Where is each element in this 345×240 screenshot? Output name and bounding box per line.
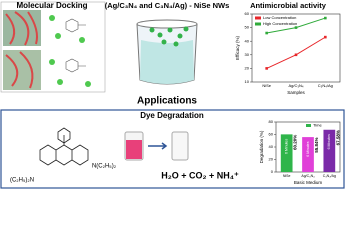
y-tick-label: 60 — [245, 11, 250, 16]
y-tick-label: 30 — [245, 52, 250, 57]
time-label: 6 Minutes — [327, 134, 331, 149]
vial-after — [171, 131, 189, 161]
chart-title: Antimicrobial activity — [250, 1, 327, 10]
x-tick-label: Ag/C₃N₄ — [288, 83, 303, 88]
y-tick-label: 20 — [245, 65, 250, 70]
point — [324, 35, 327, 39]
point — [324, 16, 327, 20]
x-axis-title: Samples — [287, 90, 305, 95]
point — [294, 53, 298, 57]
y-tick-label: 20 — [269, 157, 274, 162]
interaction-dots — [49, 15, 91, 87]
x-axis-title: Basic Medium — [294, 180, 323, 185]
value-label: 55.84% — [314, 137, 319, 152]
value-label: 60.20% — [293, 135, 298, 150]
legend-label: Low Concentration — [263, 15, 296, 20]
legend-label: High Concentration — [263, 21, 297, 26]
dye-left-group: (C₂H₅)₂N — [10, 178, 34, 184]
beaker-rim — [136, 19, 198, 29]
legend-box — [255, 16, 261, 20]
time-label: 6 Minutes — [285, 139, 289, 154]
dye-right-group: N(C₂H₅)₂ — [92, 164, 117, 170]
y-axis-title: Efficacy (%) — [235, 36, 240, 60]
time-label: 6 Minutes — [306, 141, 310, 156]
bar — [323, 129, 336, 172]
bar — [280, 134, 293, 172]
nanowire-particles — [149, 26, 189, 47]
protein-helix — [5, 11, 38, 46]
dye-solution — [126, 140, 142, 159]
y-tick-label: 0 — [271, 169, 274, 174]
graphical-abstract: Molecular Docking (Ag/C₃N₄ and C₃N₄/Ag) … — [0, 1, 345, 189]
series-line — [266, 36, 326, 69]
y-tick-label: 80 — [269, 119, 274, 124]
dye-structure — [39, 127, 89, 166]
ligand-sketch — [65, 18, 86, 73]
y-tick-label: 10 — [245, 79, 250, 84]
protein-helix — [5, 51, 34, 89]
point — [294, 26, 298, 29]
value-label: 67.58% — [335, 130, 340, 145]
material-title: (Ag/C₃N₄ and C₃N₄/Ag) - NiSe NWs — [105, 1, 230, 10]
x-tick-label: NiSe — [283, 174, 291, 178]
protein-image — [3, 10, 41, 46]
legend-box — [306, 124, 311, 127]
docking-title: Molecular Docking — [16, 1, 87, 10]
y-tick-label: 50 — [245, 25, 250, 30]
point — [265, 31, 268, 35]
x-tick-label: C₃N₄/Ag — [318, 83, 333, 88]
x-tick-label: Ag/C₃N₄ — [301, 174, 315, 178]
y-tick-label: 40 — [245, 38, 250, 43]
x-tick-label: NiSe — [262, 83, 271, 88]
y-axis-title: Degradation (%) — [259, 130, 264, 163]
beaker-liquid — [140, 40, 194, 84]
legend-box — [255, 22, 261, 26]
products: H₂O + CO₂ + NH₄⁺ — [161, 170, 239, 180]
dye-title: Dye Degradation — [140, 111, 204, 120]
bar — [302, 137, 314, 172]
plot-frame — [251, 13, 341, 83]
y-tick-label: 60 — [269, 132, 274, 137]
point — [265, 67, 268, 70]
arrow — [148, 142, 168, 150]
applications-title: Applications — [137, 96, 197, 107]
x-tick-label: C₃N₄/Ag — [323, 174, 336, 178]
legend-label: Time — [313, 123, 323, 128]
y-tick-label: 40 — [269, 144, 274, 149]
